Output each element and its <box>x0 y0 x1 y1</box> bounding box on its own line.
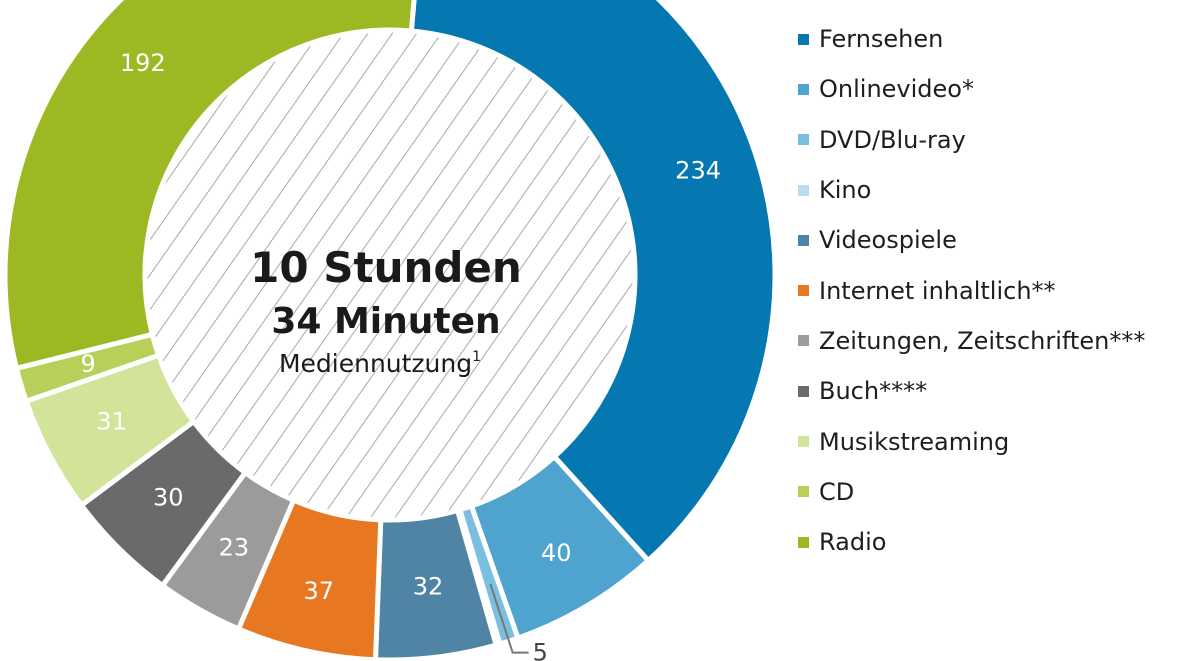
slice-label: 37 <box>303 577 334 605</box>
legend-label: Zeitungen, Zeitschriften*** <box>819 326 1146 355</box>
legend-label: Radio <box>819 528 887 557</box>
legend-item: Zeitungen, Zeitschriften*** <box>798 316 1145 366</box>
legend-label: DVD/Blu-ray <box>819 125 966 154</box>
center-line-minutes: 34 Minuten <box>271 301 500 342</box>
legend-label: Internet inhaltlich** <box>819 276 1056 305</box>
legend-swatch <box>798 536 809 548</box>
legend-label: Videospiele <box>819 226 957 255</box>
legend-label: CD <box>819 477 855 506</box>
legend-item: Fernsehen <box>798 14 1145 64</box>
slice-label: 40 <box>541 539 572 567</box>
legend-item: Radio <box>798 517 1145 567</box>
slice-fernsehen <box>408 0 778 564</box>
legend-swatch <box>798 134 809 146</box>
slice-radio <box>2 0 417 371</box>
center-footnote: 1 <box>472 349 481 365</box>
slice-label: 9 <box>80 350 95 378</box>
legend-swatch <box>798 335 809 347</box>
legend-label: Onlinevideo* <box>819 75 974 104</box>
leader-line-5 <box>489 583 529 654</box>
legend-swatch <box>798 83 809 95</box>
legend-swatch <box>798 234 809 246</box>
slice-label: 32 <box>413 573 444 601</box>
legend-swatch <box>798 385 809 397</box>
legend-swatch <box>798 436 809 448</box>
donut-slices <box>2 0 778 661</box>
legend-item: Videospiele <box>798 215 1145 265</box>
legend-item: DVD/Blu-ray <box>798 115 1145 165</box>
center-hatch <box>145 30 635 520</box>
legend-swatch <box>798 184 809 196</box>
legend-item: Kino <box>798 165 1145 215</box>
legend: Fernsehen Onlinevideo* DVD/Blu-ray Kino Vide… <box>798 14 1145 567</box>
slice-label: 5 <box>533 639 548 661</box>
slice-label: 23 <box>219 534 250 562</box>
legend-swatch <box>798 285 809 297</box>
slice-label: 192 <box>120 49 166 77</box>
legend-label: Fernsehen <box>819 25 944 54</box>
legend-item: Internet inhaltlich** <box>798 265 1145 315</box>
legend-item: Buch**** <box>798 366 1145 416</box>
legend-item: Onlinevideo* <box>798 64 1145 114</box>
legend-label: Buch**** <box>819 377 928 406</box>
legend-swatch <box>798 33 809 45</box>
legend-swatch <box>798 486 809 498</box>
center-subtitle: Mediennutzung1 <box>279 349 481 378</box>
center-line-hours: 10 Stunden <box>250 243 522 292</box>
legend-label: Musikstreaming <box>819 427 1010 456</box>
center-text: 10 Stunden 34 Minuten Mediennutzung1 <box>250 243 522 378</box>
slice-label: 31 <box>96 408 127 436</box>
legend-item: CD <box>798 467 1145 517</box>
slice-label: 30 <box>153 484 184 512</box>
legend-label: Kino <box>819 176 872 205</box>
legend-item: Musikstreaming <box>798 416 1145 466</box>
slice-label: 234 <box>675 157 721 185</box>
slice-labels: 234 40 5 32 37 23 30 31 9 192 <box>80 49 721 661</box>
center-subtitle-text: Mediennutzung <box>279 349 472 378</box>
